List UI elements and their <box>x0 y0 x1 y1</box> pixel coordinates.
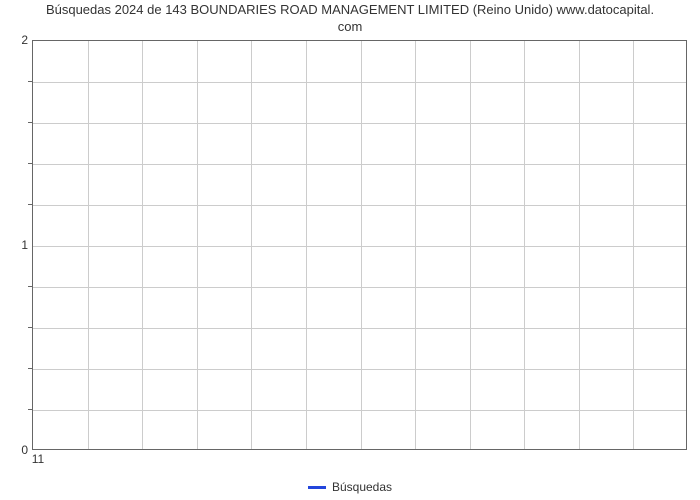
vgrid-line <box>197 41 198 449</box>
hgrid-line <box>33 123 686 124</box>
y-tick-label: 0 <box>4 443 28 457</box>
vgrid-line <box>633 41 634 449</box>
hgrid-line <box>33 205 686 206</box>
hgrid-line <box>33 410 686 411</box>
y-minor-tick <box>28 163 32 164</box>
y-minor-tick <box>28 409 32 410</box>
y-tick-label: 1 <box>4 238 28 252</box>
title-line2: com <box>338 19 363 34</box>
y-minor-tick <box>28 122 32 123</box>
legend-label: Búsquedas <box>332 480 392 494</box>
title-line1: Búsquedas 2024 de 143 BOUNDARIES ROAD MA… <box>46 2 654 17</box>
hgrid-line <box>33 82 686 83</box>
y-tick-label: 2 <box>4 33 28 47</box>
vgrid-line <box>88 41 89 449</box>
y-minor-tick <box>28 204 32 205</box>
vgrid-line <box>142 41 143 449</box>
chart-container: Búsquedas 2024 de 143 BOUNDARIES ROAD MA… <box>0 0 700 500</box>
vgrid-line <box>415 41 416 449</box>
chart-title: Búsquedas 2024 de 143 BOUNDARIES ROAD MA… <box>0 2 700 36</box>
vgrid-line <box>579 41 580 449</box>
vgrid-line <box>251 41 252 449</box>
plot-area <box>32 40 687 450</box>
hgrid-line <box>33 287 686 288</box>
y-minor-tick <box>28 327 32 328</box>
hgrid-line <box>33 164 686 165</box>
y-minor-tick <box>28 368 32 369</box>
vgrid-line <box>361 41 362 449</box>
x-tick-label: 11 <box>32 452 44 466</box>
y-minor-tick <box>28 286 32 287</box>
y-minor-tick <box>28 81 32 82</box>
vgrid-line <box>524 41 525 449</box>
vgrid-line <box>306 41 307 449</box>
hgrid-line <box>33 246 686 247</box>
legend-swatch <box>308 486 326 489</box>
hgrid-line <box>33 369 686 370</box>
legend: Búsquedas <box>0 479 700 494</box>
vgrid-line <box>470 41 471 449</box>
hgrid-line <box>33 328 686 329</box>
